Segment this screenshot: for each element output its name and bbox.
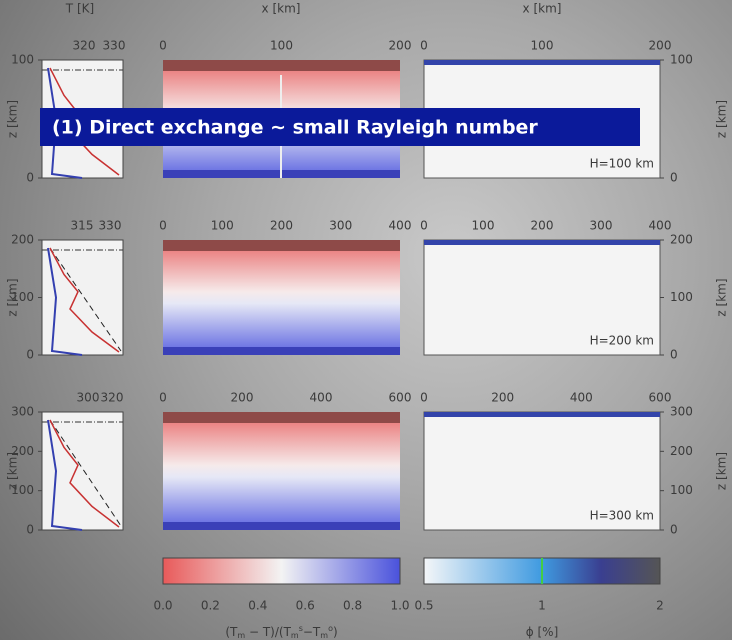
colorbar-tick-label: 0.2 <box>201 599 220 613</box>
melt-layer <box>424 412 660 417</box>
x-tick-label: 0 <box>420 39 428 53</box>
z-tick-label: 300 <box>11 405 34 419</box>
x-tick-label: 100 <box>531 39 554 53</box>
colorbar-tick-label: 1 <box>538 599 546 613</box>
z-tick-label: 100 <box>670 290 693 304</box>
banner: (1) Direct exchange ∼ small Rayleigh num… <box>40 108 640 146</box>
colorbar-tick-label: 1.0 <box>390 599 409 613</box>
page: H=100 km3203300010010020020010010000z [k… <box>0 0 732 640</box>
melt-layer <box>424 60 660 65</box>
temperature-label: T [K] <box>65 2 94 16</box>
x-tick-label: 200 <box>389 39 412 53</box>
x-tick-label: 0 <box>159 391 167 405</box>
x-tick-label: 600 <box>389 391 412 405</box>
banner-title: (1) Direct exchange ∼ small Rayleigh num… <box>52 117 538 139</box>
figure: H=100 km3203300010010020020010010000z [k… <box>0 0 732 640</box>
top-layer <box>163 60 400 71</box>
bottom-layer <box>163 522 400 530</box>
z-tick-label: 0 <box>26 171 34 185</box>
z-tick-label: 100 <box>670 53 693 67</box>
z-tick-label: 0 <box>670 171 678 185</box>
label-part: ϕ [%] <box>526 625 559 639</box>
x-tick-label: 100 <box>211 219 234 233</box>
x-tick-label: 200 <box>649 39 672 53</box>
z-tick-label: 0 <box>26 523 34 537</box>
t-tick-label: 315 <box>71 219 94 233</box>
x-tick-label: 300 <box>329 219 352 233</box>
x-tick-label: 400 <box>389 219 412 233</box>
x-tick-label: 400 <box>649 219 672 233</box>
x-tick-label: 200 <box>270 219 293 233</box>
temperature-field <box>163 240 400 355</box>
x-tick-label: 0 <box>159 219 167 233</box>
z-label: z [km] <box>715 452 729 490</box>
colorbar-tick-label: 0.4 <box>248 599 267 613</box>
label-part: m <box>320 631 328 640</box>
z-label: z [km] <box>6 278 20 316</box>
z-label: z [km] <box>715 278 729 316</box>
colorbar-tick-label: 0.5 <box>414 599 433 613</box>
colorbar-label: (Tm − T)/(Tms−Tmo) <box>225 624 337 640</box>
x-tick-label: 0 <box>159 39 167 53</box>
x-tick-label: 600 <box>649 391 672 405</box>
z-tick-label: 0 <box>670 523 678 537</box>
label-part: − T)/(T <box>245 625 291 639</box>
x-tick-label: 400 <box>310 391 333 405</box>
x-tick-label: 400 <box>570 391 593 405</box>
x-tick-label: 200 <box>531 219 554 233</box>
x-label: x [km] <box>523 2 562 16</box>
top-layer <box>163 412 400 423</box>
z-tick-label: 200 <box>670 233 693 247</box>
label-part: (T <box>225 625 238 639</box>
x-tick-label: 100 <box>472 219 495 233</box>
label-part: −T <box>303 625 321 639</box>
label-part: m <box>237 631 245 640</box>
z-label: z [km] <box>6 100 20 138</box>
z-tick-label: 200 <box>11 233 34 247</box>
z-tick-label: 0 <box>670 348 678 362</box>
h-label: H=100 km <box>590 157 654 171</box>
colorbar-label: ϕ [%] <box>526 625 559 639</box>
x-tick-label: 100 <box>270 39 293 53</box>
colorbar-tick-label: 0.8 <box>343 599 362 613</box>
melt-layer <box>424 240 660 245</box>
colorbar-tick-label: 2 <box>656 599 664 613</box>
z-tick-label: 300 <box>670 405 693 419</box>
colorbar-tick-label: 0.0 <box>153 599 172 613</box>
colorbar-tick-label: 0.6 <box>296 599 315 613</box>
t-tick-label: 330 <box>103 39 126 53</box>
top-layer <box>163 240 400 251</box>
x-tick-label: 0 <box>420 391 428 405</box>
t-tick-label: 320 <box>73 39 96 53</box>
t-tick-label: 300 <box>77 391 100 405</box>
h-label: H=200 km <box>590 334 654 348</box>
z-label: z [km] <box>715 100 729 138</box>
x-tick-label: 0 <box>420 219 428 233</box>
x-tick-label: 300 <box>590 219 613 233</box>
x-tick-label: 200 <box>231 391 254 405</box>
bottom-layer <box>163 347 400 355</box>
temperature-field <box>163 412 400 530</box>
t-tick-label: 320 <box>101 391 124 405</box>
t-tick-label: 330 <box>99 219 122 233</box>
colorbar <box>163 558 400 584</box>
z-tick-label: 0 <box>26 348 34 362</box>
z-tick-label: 200 <box>670 444 693 458</box>
h-label: H=300 km <box>590 509 654 523</box>
label-part: m <box>291 631 299 640</box>
label-part: ) <box>333 625 338 639</box>
z-tick-label: 100 <box>11 53 34 67</box>
z-tick-label: 100 <box>670 483 693 497</box>
x-tick-label: 200 <box>491 391 514 405</box>
z-label: z [km] <box>6 452 20 490</box>
x-label: x [km] <box>262 2 301 16</box>
